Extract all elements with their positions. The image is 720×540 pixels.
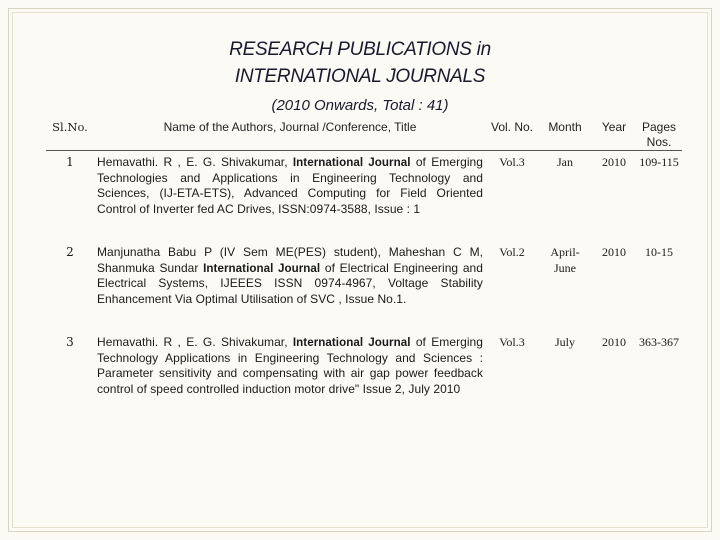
cell-year: 2010 — [602, 245, 626, 259]
slide-border-inner — [12, 12, 708, 528]
authors-text: Hemavathi. R , E. G. Shivakumar, — [97, 155, 293, 169]
cell-sl-no: 2 — [66, 245, 74, 259]
publication-details: of Emerging Technologies and Application… — [97, 155, 483, 216]
cell-publication: Hemavathi. R , E. G. Shivakumar, Interna… — [94, 151, 486, 242]
subtitle: (2010 Onwards, Total : 41) — [271, 97, 449, 114]
cell-pages: 10-15 — [645, 245, 673, 259]
cell-publication: Hemavathi. R , E. G. Shivakumar, Interna… — [94, 331, 486, 419]
table-row: 1 Hemavathi. R , E. G. Shivakumar, Inter… — [46, 151, 682, 242]
journal-label: International Journal — [203, 261, 321, 275]
title-block: RESEARCH PUBLICATIONS in INTERNATIONAL J… — [0, 36, 720, 116]
header-sl-no: Sl.No. — [46, 113, 94, 151]
table-header-row: Sl.No. Name of the Authors, Journal /Con… — [46, 113, 682, 151]
cell-month: Jan — [557, 155, 573, 169]
cell-sl-no: 1 — [66, 155, 74, 169]
publications-table: Sl.No. Name of the Authors, Journal /Con… — [46, 113, 682, 419]
cell-year: 2010 — [602, 155, 626, 169]
header-vol-no: Vol. No. — [486, 113, 538, 151]
cell-month: April-June — [550, 245, 580, 275]
cell-pages: 363-367 — [639, 335, 679, 349]
header-month: Month — [538, 113, 592, 151]
authors-text: Manjunatha Babu P (IV Sem ME(PES) studen… — [97, 245, 483, 275]
cell-pages: 109-115 — [639, 155, 679, 169]
cell-vol: Vol.3 — [499, 155, 525, 169]
cell-sl-no: 3 — [66, 335, 74, 349]
cell-vol: Vol.2 — [499, 245, 525, 259]
header-pages: Pages Nos. — [636, 113, 682, 151]
header-authors-title: Name of the Authors, Journal /Conference… — [94, 113, 486, 151]
journal-label: International Journal — [292, 336, 411, 349]
cell-year: 2010 — [602, 335, 626, 349]
slide-border-outer — [8, 8, 712, 532]
cell-vol: Vol.3 — [499, 335, 525, 349]
cell-publication: Manjunatha Babu P (IV Sem ME(PES) studen… — [94, 241, 486, 331]
header-year: Year — [592, 113, 636, 151]
journal-label: International Journal — [292, 156, 411, 169]
authors-text: Hemavathi. R , E. G. Shivakumar, — [97, 335, 293, 349]
publication-details: of Electrical Engineering and Electrical… — [97, 260, 484, 306]
table-row: 3 Hemavathi. R , E. G. Shivakumar, Inter… — [46, 331, 682, 419]
publication-details: of Emerging Technology Applications in E… — [97, 335, 483, 396]
table-row: 2 Manjunatha Babu P (IV Sem ME(PES) stud… — [46, 241, 682, 331]
title-line-1: RESEARCH PUBLICATIONS in — [229, 39, 491, 60]
cell-month: July — [554, 335, 575, 349]
title-line-2: INTERNATIONAL JOURNALS — [234, 66, 486, 87]
